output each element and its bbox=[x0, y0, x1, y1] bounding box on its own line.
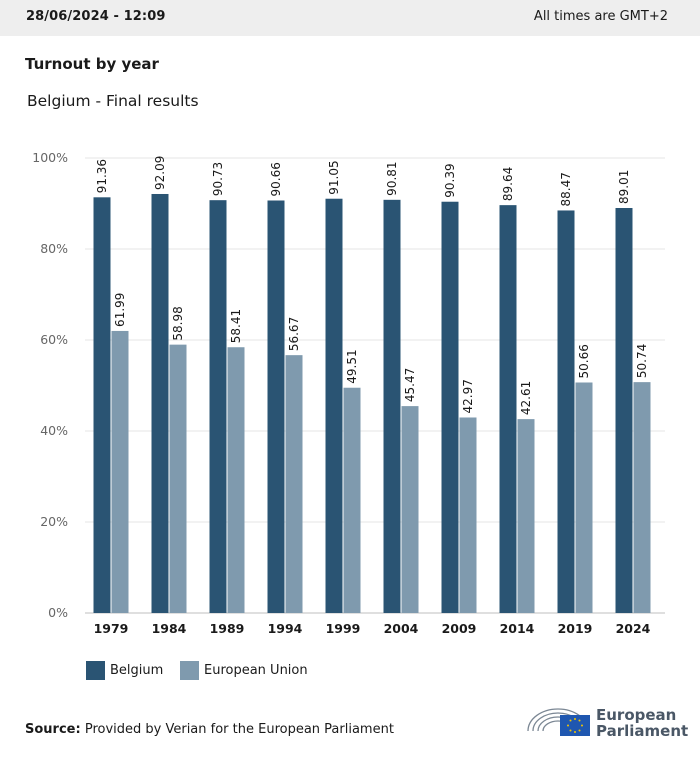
data-label: 90.39 bbox=[443, 163, 457, 197]
data-label: 91.36 bbox=[95, 159, 109, 193]
bar-belgium bbox=[93, 197, 111, 613]
y-tick-label: 100% bbox=[32, 150, 68, 165]
data-label: 50.74 bbox=[635, 344, 649, 378]
x-tick-label: 1989 bbox=[210, 621, 245, 636]
data-label: 58.98 bbox=[171, 306, 185, 340]
bar-european-union bbox=[111, 330, 129, 613]
bar-belgium bbox=[441, 201, 459, 613]
data-label: 61.99 bbox=[113, 293, 127, 327]
data-label: 90.73 bbox=[211, 162, 225, 196]
x-tick-label: 2009 bbox=[442, 621, 477, 636]
data-label: 58.41 bbox=[229, 309, 243, 343]
legend-label-european-union: European Union bbox=[204, 663, 308, 678]
bar-european-union bbox=[227, 347, 245, 613]
bar-european-union bbox=[285, 355, 303, 613]
bar-belgium bbox=[209, 200, 227, 613]
timezone-note: All times are GMT+2 bbox=[533, 9, 668, 24]
data-label: 90.66 bbox=[269, 162, 283, 196]
data-label: 42.61 bbox=[519, 381, 533, 415]
bar-european-union bbox=[343, 387, 361, 613]
data-label: 45.47 bbox=[403, 368, 417, 402]
data-label: 56.67 bbox=[287, 317, 301, 351]
bar-belgium bbox=[151, 193, 169, 613]
y-tick-label: 80% bbox=[40, 241, 68, 256]
legend-swatch-european-union bbox=[180, 661, 199, 680]
bar-belgium bbox=[325, 198, 343, 613]
data-label: 42.97 bbox=[461, 379, 475, 413]
european-parliament-logo: European Parliament bbox=[524, 701, 688, 741]
logo-line-1: European bbox=[596, 706, 677, 724]
data-label: 89.01 bbox=[617, 170, 631, 204]
y-tick-label: 0% bbox=[48, 605, 68, 620]
legend-label-belgium: Belgium bbox=[110, 663, 164, 678]
bar-belgium bbox=[615, 208, 633, 613]
datetime-label: 28/06/2024 - 12:09 bbox=[26, 9, 166, 24]
x-tick-label: 2014 bbox=[500, 621, 535, 636]
x-tick-label: 2024 bbox=[616, 621, 651, 636]
bar-european-union bbox=[169, 344, 187, 613]
bar-european-union bbox=[633, 382, 651, 613]
chart-subtitle: Belgium - Final results bbox=[27, 92, 199, 110]
bar-belgium bbox=[557, 210, 575, 614]
legend-swatch-belgium bbox=[86, 661, 105, 680]
data-label: 88.47 bbox=[559, 172, 573, 206]
source-text: Provided by Verian for the European Parl… bbox=[84, 722, 394, 737]
bar-european-union bbox=[517, 419, 535, 613]
bar-european-union bbox=[575, 382, 593, 613]
data-label: 91.05 bbox=[327, 160, 341, 194]
data-label: 90.81 bbox=[385, 161, 399, 195]
x-tick-label: 2004 bbox=[384, 621, 419, 636]
x-tick-label: 1984 bbox=[152, 621, 187, 636]
data-label: 89.64 bbox=[501, 167, 515, 201]
x-tick-label: 1994 bbox=[268, 621, 303, 636]
y-tick-label: 60% bbox=[40, 332, 68, 347]
bar-european-union bbox=[459, 417, 477, 613]
x-tick-label: 1999 bbox=[326, 621, 361, 636]
source-prefix: Source: bbox=[25, 722, 81, 737]
bar-belgium bbox=[499, 205, 517, 613]
x-tick-label: 2019 bbox=[558, 621, 593, 636]
logo-line-2: Parliament bbox=[596, 722, 689, 740]
x-tick-label: 1979 bbox=[94, 621, 129, 636]
y-tick-label: 20% bbox=[40, 514, 68, 529]
source-note: Source: Provided by Verian for the Europ… bbox=[25, 722, 394, 737]
top-bar: 28/06/2024 - 12:09 All times are GMT+2 bbox=[0, 0, 700, 36]
bar-european-union bbox=[401, 406, 419, 613]
data-label: 92.09 bbox=[153, 156, 167, 190]
bar-belgium bbox=[267, 200, 285, 613]
data-label: 49.51 bbox=[345, 349, 359, 383]
bar-belgium bbox=[383, 199, 401, 613]
turnout-bar-chart: 0% 20% 40% 60% 80% 100% 91.36 61.99 1979 92.09 58.… bbox=[32, 150, 665, 636]
hemicycle-icon bbox=[527, 708, 590, 736]
chart-title: Turnout by year bbox=[25, 55, 159, 73]
y-tick-label: 40% bbox=[40, 423, 68, 438]
data-label: 50.66 bbox=[577, 344, 591, 378]
